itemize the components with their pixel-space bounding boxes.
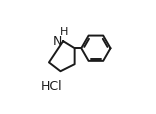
Text: N: N — [52, 35, 62, 48]
Text: H: H — [60, 27, 68, 37]
Text: HCl: HCl — [41, 79, 63, 92]
